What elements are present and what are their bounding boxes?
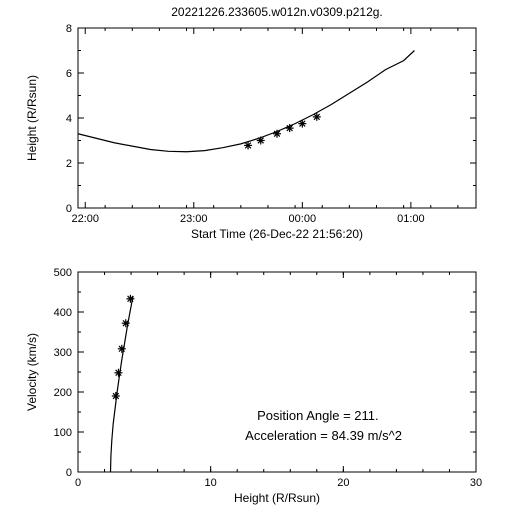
acceleration-annotation: Acceleration = 84.39 m/s^2 <box>245 428 402 443</box>
y-tick-label: 0 <box>66 203 72 215</box>
x-ticks: 22:00 23:00 00:00 01:00 <box>71 28 457 225</box>
y-tick-label: 0 <box>66 467 72 479</box>
x-axis-label: Height (R/Rsun) <box>234 491 320 505</box>
x-tick-label: 22:00 <box>71 213 99 225</box>
marker-asterisk <box>273 130 281 138</box>
fit-curve <box>111 296 134 472</box>
marker-asterisk <box>112 392 120 400</box>
x-ticks: 0 10 20 30 <box>75 272 482 489</box>
marker-asterisk <box>244 141 252 149</box>
x-axis-label: Start Time (26-Dec-22 21:56:20) <box>191 227 363 241</box>
y-tick-label: 8 <box>66 23 72 35</box>
marker-asterisk <box>114 369 122 377</box>
x-tick-label: 0 <box>75 477 81 489</box>
marker-asterisk <box>122 319 130 327</box>
data-markers <box>244 113 321 150</box>
y-tick-label: 100 <box>54 427 72 439</box>
data-markers <box>112 295 135 400</box>
y-tick-label: 500 <box>54 267 72 279</box>
x-tick-label: 10 <box>205 477 217 489</box>
x-tick-label: 23:00 <box>180 213 208 225</box>
marker-asterisk <box>118 345 126 353</box>
plot-frame <box>78 28 476 208</box>
fit-curve <box>78 51 414 152</box>
y-tick-label: 200 <box>54 387 72 399</box>
y-tick-label: 300 <box>54 347 72 359</box>
velocity-height-chart: 0 10 20 30 0 100 200 300 400 500 Height (R/Rsun)… <box>25 267 482 505</box>
marker-asterisk <box>126 295 134 303</box>
position-angle-annotation: Position Angle = 211. <box>257 408 379 423</box>
marker-asterisk <box>313 113 321 121</box>
x-tick-label: 20 <box>337 477 349 489</box>
marker-asterisk <box>286 124 294 132</box>
y-tick-label: 6 <box>66 68 72 80</box>
x-tick-label: 00:00 <box>289 213 317 225</box>
y-tick-label: 2 <box>66 158 72 170</box>
chart-title: 20221226.233605.w012n.v0309.p212g. <box>171 5 383 19</box>
y-axis-label: Velocity (km/s) <box>25 333 39 411</box>
x-tick-label: 01:00 <box>397 213 425 225</box>
y-axis-label: Height (R/Rsun) <box>25 75 39 161</box>
y-ticks: 0 2 4 6 8 <box>66 23 476 215</box>
y-tick-label: 4 <box>66 113 72 125</box>
marker-asterisk <box>298 120 306 128</box>
y-tick-label: 400 <box>54 307 72 319</box>
x-tick-label: 30 <box>470 477 482 489</box>
marker-asterisk <box>257 137 265 145</box>
height-time-chart: 22:00 23:00 00:00 01:00 0 2 4 6 8 Start Time (2… <box>25 23 476 241</box>
